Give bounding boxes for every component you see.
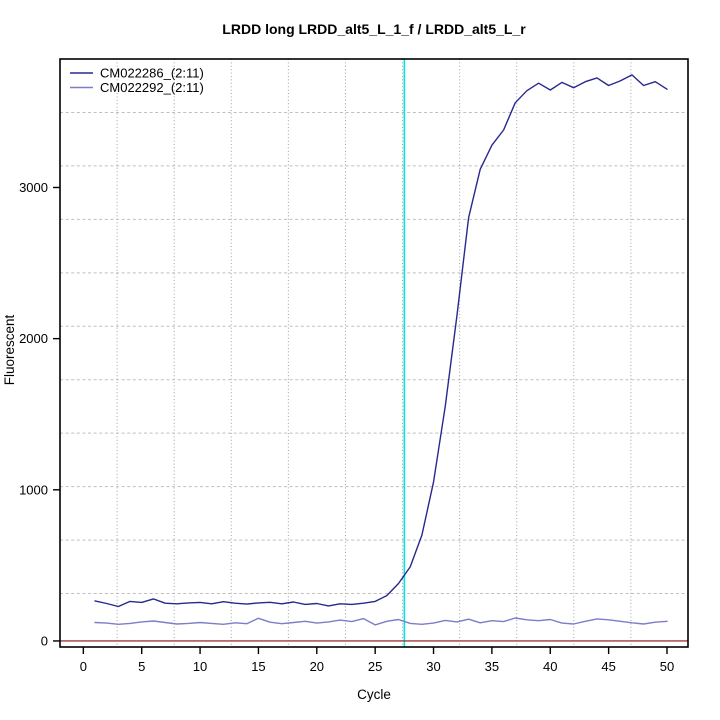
y-tick-label: 2000 <box>19 331 48 346</box>
x-tick-label: 30 <box>426 659 440 674</box>
y-tick-label: 1000 <box>19 482 48 497</box>
grid-lines <box>60 59 688 647</box>
axis-ticks <box>53 186 668 654</box>
axis-tick-labels: 0 5 10 15 20 25 30 35 40 45 50 0 1000 2000 3000 <box>19 180 674 674</box>
marker-lines <box>60 59 688 647</box>
chart-title: LRDD long LRDD_alt5_L_1_f / LRDD_alt5_L_… <box>222 21 526 37</box>
x-tick-label: 40 <box>543 659 557 674</box>
x-tick-label: 15 <box>251 659 265 674</box>
x-tick-label: 20 <box>310 659 324 674</box>
y-axis-label: Fluorescent <box>2 314 17 385</box>
x-axis-label: Cycle <box>357 687 391 702</box>
series-line-2 <box>94 617 668 626</box>
x-tick-label: 25 <box>368 659 382 674</box>
series-line-1 <box>94 74 668 608</box>
plot-border-box <box>59 58 689 648</box>
y-tick-label: 0 <box>41 633 48 648</box>
x-tick-label: 35 <box>485 659 499 674</box>
x-tick-label: 45 <box>601 659 615 674</box>
legend: CM022286_(2:11) CM022292_(2:11) <box>70 66 204 95</box>
x-tick-label: 0 <box>80 659 87 674</box>
x-tick-label: 5 <box>138 659 145 674</box>
x-tick-label: 10 <box>193 659 207 674</box>
y-tick-label: 3000 <box>19 180 48 195</box>
data-series <box>94 74 668 626</box>
legend-label-series-1: CM022286_(2:11) <box>100 66 204 81</box>
x-tick-label: 50 <box>660 659 674 674</box>
legend-label-series-2: CM022292_(2:11) <box>100 80 204 95</box>
